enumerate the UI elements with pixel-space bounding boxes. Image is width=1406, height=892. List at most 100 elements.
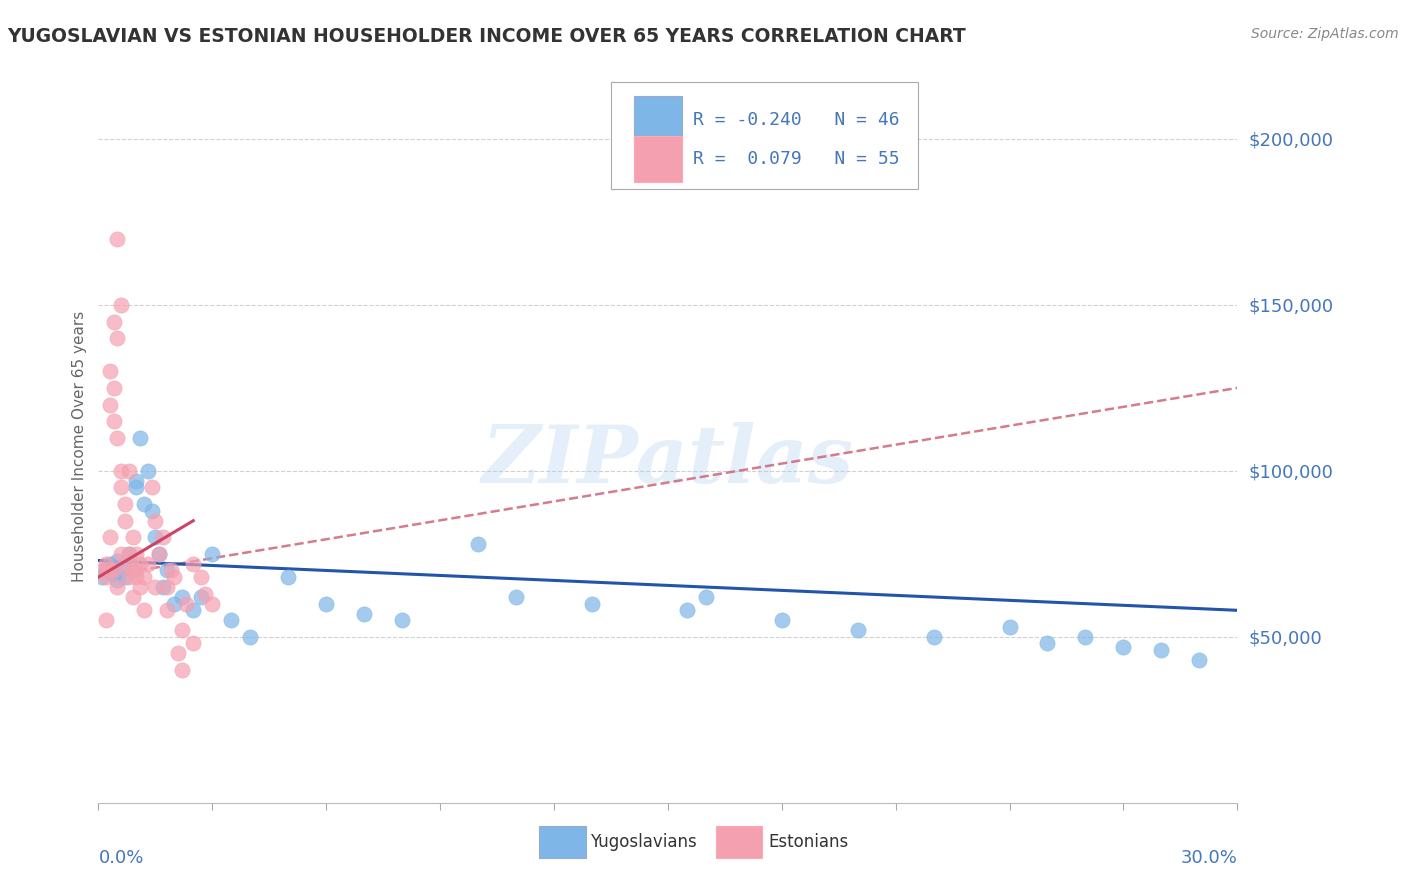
Point <box>129 557 152 571</box>
Point <box>1188 653 1211 667</box>
Point <box>152 580 174 594</box>
Point <box>98 364 121 378</box>
Point <box>118 547 141 561</box>
Point <box>107 580 129 594</box>
Point <box>167 647 190 661</box>
Text: Yugoslavians: Yugoslavians <box>591 833 697 851</box>
Point <box>110 564 132 578</box>
Point <box>132 603 155 617</box>
Point <box>239 630 262 644</box>
Point <box>1112 640 1135 654</box>
Point <box>103 566 125 581</box>
Point <box>94 564 117 578</box>
Point <box>1150 643 1173 657</box>
Point <box>107 431 129 445</box>
Point <box>114 570 136 584</box>
Point <box>107 553 129 567</box>
Point <box>114 557 136 571</box>
Point <box>103 564 125 578</box>
Y-axis label: Householder Income Over 65 years: Householder Income Over 65 years <box>72 310 87 582</box>
Point <box>922 630 945 644</box>
Point <box>114 514 136 528</box>
Point <box>125 564 148 578</box>
Point <box>125 547 148 561</box>
Point <box>170 590 193 604</box>
Point <box>156 564 179 578</box>
Point <box>103 560 125 574</box>
Point <box>770 613 793 627</box>
Point <box>145 530 167 544</box>
Point <box>98 397 121 411</box>
Point <box>145 580 167 594</box>
Point <box>110 547 132 561</box>
Point <box>148 547 170 561</box>
Point <box>194 587 217 601</box>
Point <box>159 564 181 578</box>
Point <box>467 537 489 551</box>
Point <box>163 597 186 611</box>
Text: ZIPatlas: ZIPatlas <box>482 422 853 499</box>
Point <box>190 570 212 584</box>
Point <box>141 481 163 495</box>
Point <box>145 514 167 528</box>
Text: 0.0%: 0.0% <box>98 849 143 867</box>
Point <box>183 603 205 617</box>
Point <box>277 570 299 584</box>
Point <box>141 504 163 518</box>
Point <box>183 557 205 571</box>
Point <box>110 298 132 312</box>
Point <box>114 497 136 511</box>
Text: Source: ZipAtlas.com: Source: ZipAtlas.com <box>1251 27 1399 41</box>
Point <box>676 603 699 617</box>
Point <box>125 481 148 495</box>
Point <box>118 464 141 478</box>
Point <box>118 570 141 584</box>
Point <box>121 530 143 544</box>
Point <box>315 597 337 611</box>
Point <box>110 481 132 495</box>
Text: Estonians: Estonians <box>768 833 848 851</box>
Text: R =  0.079   N = 55: R = 0.079 N = 55 <box>693 150 900 168</box>
Point <box>201 547 224 561</box>
Point <box>174 597 197 611</box>
Point <box>136 557 159 571</box>
Point <box>121 590 143 604</box>
Point <box>91 570 114 584</box>
Point <box>136 464 159 478</box>
Point <box>156 580 179 594</box>
Point <box>91 564 114 578</box>
Point <box>163 570 186 584</box>
Text: YUGOSLAVIAN VS ESTONIAN HOUSEHOLDER INCOME OVER 65 YEARS CORRELATION CHART: YUGOSLAVIAN VS ESTONIAN HOUSEHOLDER INCO… <box>7 27 966 45</box>
FancyBboxPatch shape <box>538 826 586 858</box>
Point <box>190 590 212 604</box>
Point <box>1074 630 1097 644</box>
Point <box>221 613 243 627</box>
Point <box>170 624 193 638</box>
Point <box>121 560 143 574</box>
Point <box>846 624 869 638</box>
FancyBboxPatch shape <box>634 96 682 143</box>
Point <box>132 497 155 511</box>
Point <box>98 530 121 544</box>
Point <box>118 547 141 561</box>
Point <box>103 314 125 328</box>
Point <box>391 613 413 627</box>
Point <box>695 590 717 604</box>
Point <box>121 564 143 578</box>
Point <box>132 570 155 584</box>
Point <box>129 580 152 594</box>
FancyBboxPatch shape <box>634 136 682 182</box>
Point <box>98 564 121 578</box>
Point <box>107 331 129 345</box>
Point <box>125 570 148 584</box>
Point <box>505 590 527 604</box>
Point <box>129 431 152 445</box>
Point <box>183 636 205 650</box>
Text: R = -0.240   N = 46: R = -0.240 N = 46 <box>693 111 900 128</box>
Point <box>201 597 224 611</box>
FancyBboxPatch shape <box>716 826 762 858</box>
Point <box>156 603 179 617</box>
Point <box>148 547 170 561</box>
Text: 30.0%: 30.0% <box>1181 849 1237 867</box>
Point <box>103 381 125 395</box>
